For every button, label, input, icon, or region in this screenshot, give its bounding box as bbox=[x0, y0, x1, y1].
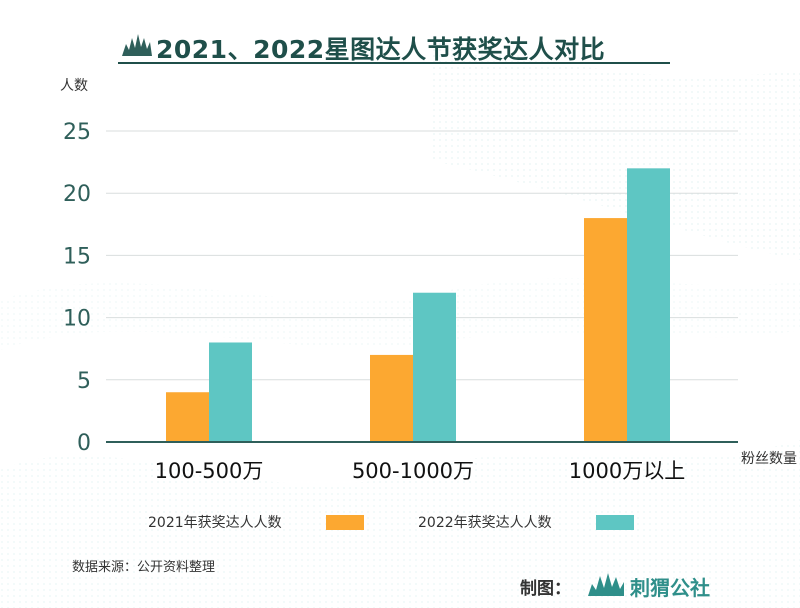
x-tick-label: 1000万以上 bbox=[569, 459, 685, 483]
legend-swatch-2022 bbox=[596, 515, 634, 530]
bar-2021-1 bbox=[370, 354, 413, 442]
bar-2022-2 bbox=[627, 168, 670, 442]
data-source-note: 数据来源：公开资料整理 bbox=[72, 560, 216, 575]
y-tick-label: 25 bbox=[63, 120, 91, 145]
brand-name: 刺猬公社 bbox=[630, 576, 710, 600]
x-tick-label: 500-1000万 bbox=[352, 459, 474, 483]
x-axis-ticks: 100-500万 500-1000万 1000万以上 bbox=[155, 459, 686, 483]
y-tick-label: 5 bbox=[77, 369, 91, 394]
legend-label-2021: 2021年获奖达人人数 bbox=[148, 515, 282, 531]
bar-2021-0 bbox=[166, 392, 209, 442]
bar-2022-1 bbox=[413, 292, 456, 442]
y-axis-ticks: 0 5 10 15 20 25 bbox=[63, 120, 91, 456]
y-tick-label: 0 bbox=[77, 431, 91, 456]
legend: 2021年获奖达人人数 2022年获奖达人人数 bbox=[0, 512, 800, 532]
bars bbox=[166, 168, 670, 442]
bar-2021-2 bbox=[584, 218, 627, 442]
y-tick-label: 20 bbox=[63, 182, 91, 207]
y-tick-label: 15 bbox=[63, 244, 91, 269]
chart-title-block: 2021、2022星图达人节获奖达人对比 bbox=[112, 24, 672, 64]
credit-label: 制图： bbox=[520, 579, 571, 599]
bar-2022-0 bbox=[209, 342, 252, 442]
y-tick-label: 10 bbox=[63, 307, 91, 332]
y-axis-label: 人数 bbox=[60, 78, 88, 94]
hedgehog-logo-icon bbox=[122, 34, 152, 56]
legend-label-2022: 2022年获奖达人人数 bbox=[418, 515, 552, 531]
x-axis-label: 粉丝数量 bbox=[741, 451, 797, 467]
x-tick-label: 100-500万 bbox=[155, 459, 264, 483]
legend-swatch-2021 bbox=[326, 515, 364, 530]
hedgehog-brand-icon bbox=[588, 573, 624, 596]
title-underline bbox=[118, 62, 670, 64]
chart-title: 2021、2022星图达人节获奖达人对比 bbox=[156, 35, 606, 64]
